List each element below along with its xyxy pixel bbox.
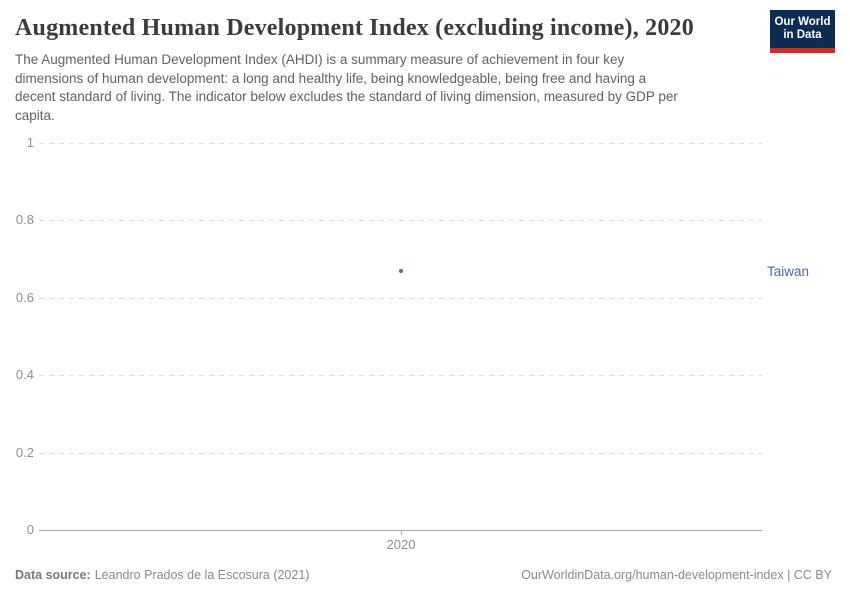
- gridline: [39, 375, 762, 377]
- chart-footer: Data source: Leandro Prados de la Escosur…: [15, 568, 832, 582]
- y-tick-label: 1: [26, 135, 34, 150]
- chart-subtitle: The Augmented Human Development Index (A…: [15, 51, 678, 125]
- gridline: [39, 452, 762, 454]
- y-tick-label: 0.4: [15, 367, 34, 383]
- gridline: [39, 143, 762, 144]
- data-source: Data source: Leandro Prados de la Escosur…: [15, 568, 309, 582]
- data-source-value: Leandro Prados de la Escosura (2021): [94, 568, 310, 582]
- subtitle-line: decent standard of living. The indicator…: [15, 89, 678, 104]
- logo-text-line1: Our World: [774, 15, 831, 28]
- owid-logo[interactable]: Our World in Data: [770, 10, 835, 53]
- subtitle-line: dimensions of human development: a long …: [15, 70, 647, 86]
- gridline: [39, 220, 762, 222]
- y-tick-label: 0.8: [15, 212, 34, 228]
- y-tick-label: 0.6: [15, 289, 34, 305]
- data-point-taiwan[interactable]: [399, 268, 403, 273]
- y-tick-label: 0: [26, 522, 34, 537]
- attribution-link[interactable]: OurWorldinData.org/human-development-ind…: [521, 568, 832, 582]
- y-tick-label: 0.2: [15, 444, 34, 460]
- data-source-label: Data source:: [15, 568, 91, 582]
- x-tick-label: 2020: [386, 537, 416, 552]
- entity-label-taiwan[interactable]: Taiwan: [767, 263, 810, 279]
- subtitle-line: capita.: [15, 107, 55, 123]
- x-axis-line: [39, 530, 762, 531]
- chart-title: Augmented Human Development Index (exclu…: [15, 15, 694, 41]
- subtitle-line: The Augmented Human Development Index (A…: [15, 52, 625, 67]
- x-tick-mark: [401, 530, 402, 535]
- gridline: [39, 297, 762, 299]
- logo-text-line2: in Data: [783, 29, 822, 41]
